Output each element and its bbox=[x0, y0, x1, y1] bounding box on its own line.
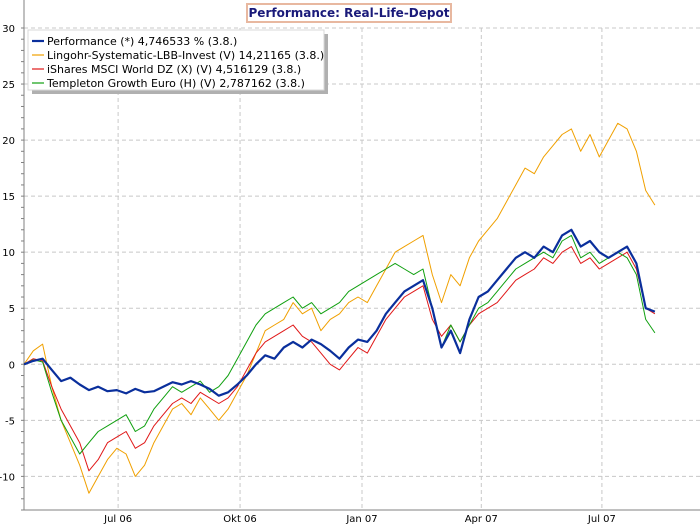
x-tick-label: Jan 07 bbox=[345, 514, 377, 525]
y-tick-label: 5 bbox=[9, 304, 15, 315]
chart-title: Performance: Real-Life-Depot bbox=[246, 3, 452, 23]
chart-title-text: Performance: Real-Life-Depot bbox=[248, 6, 450, 20]
x-tick-label: Jul 06 bbox=[103, 514, 132, 525]
x-tick-label: Jul 07 bbox=[587, 514, 616, 525]
grid bbox=[24, 27, 700, 510]
y-tick-label: -5 bbox=[5, 416, 15, 427]
y-tick-label: 20 bbox=[2, 136, 15, 147]
y-tick-label: 25 bbox=[2, 80, 15, 91]
legend-label-3: Templeton Growth Euro (H) (V) 2,787162 (… bbox=[46, 77, 305, 90]
series-line-2 bbox=[23, 246, 656, 472]
series-line-0 bbox=[23, 228, 656, 397]
legend-label-0: Performance (*) 4,746533 % (3.8.) bbox=[47, 35, 237, 48]
series-line-1 bbox=[23, 122, 656, 494]
legend-label-1: Lingohr-Systematic-LBB-Invest (V) 14,211… bbox=[47, 49, 324, 62]
y-tick-label: 30 bbox=[2, 24, 15, 35]
legend-label-2: iShares MSCI World DZ (X) (V) 4,516129 (… bbox=[47, 63, 301, 76]
x-tick-label: Apr 07 bbox=[465, 514, 498, 525]
series-lines bbox=[23, 122, 656, 494]
legend: Performance (*) 4,746533 % (3.8.)Lingohr… bbox=[27, 29, 328, 94]
y-tick-label: 0 bbox=[9, 360, 15, 371]
y-tick-label: 15 bbox=[2, 192, 15, 203]
series-line-3 bbox=[23, 234, 656, 455]
y-tick-label: -10 bbox=[0, 472, 15, 483]
y-tick-label: 10 bbox=[2, 248, 15, 259]
legend-box bbox=[27, 29, 325, 91]
x-tick-label: Okt 06 bbox=[223, 514, 257, 525]
